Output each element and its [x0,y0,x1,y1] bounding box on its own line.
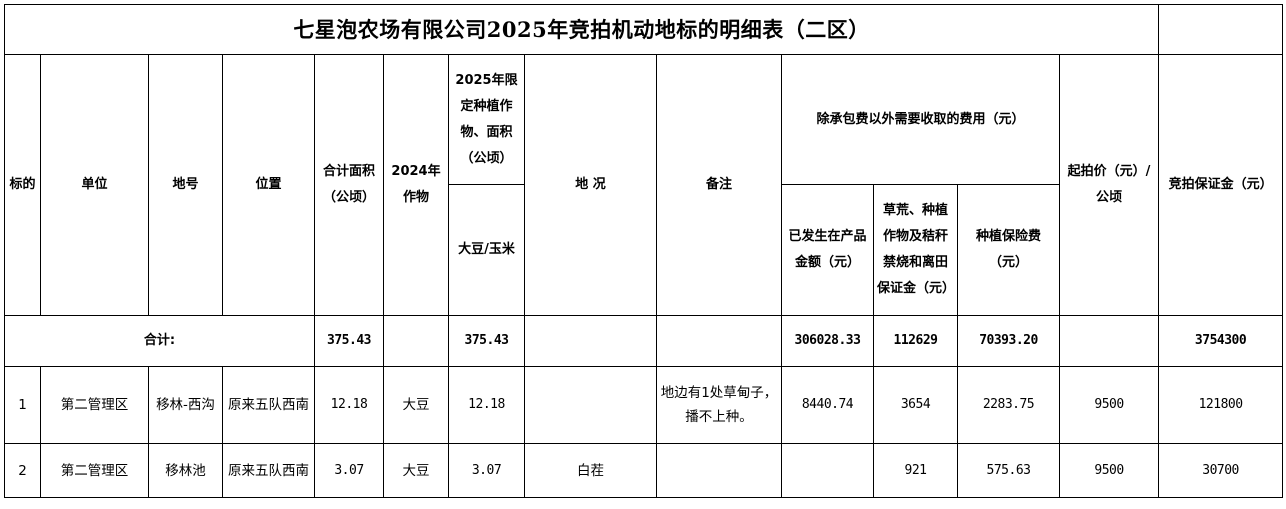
table-title: 七星泡农场有限公司2025年竞拍机动地标的明细表（二区） [3,4,1160,55]
cell-condition: 白茬 [524,443,657,498]
total-remarks [656,315,782,367]
cell-lot: 1 [4,366,41,444]
table-row: 1 第二管理区 移林-西沟 原来五队西南 12.18 大豆 12.18 地边有1… [4,366,1284,444]
table-row: 2 第二管理区 移林池 原来五队西南 3.07 大豆 3.07 白茬 921 5… [4,443,1284,498]
header-total-area: 合计面积（公顷） [314,54,384,316]
cell-fee-deposit: 3654 [873,366,958,444]
header-condition: 地 况 [524,54,657,316]
cell-total-area: 12.18 [314,366,384,444]
header-remarks: 备注 [656,54,782,316]
cell-crop-2024: 大豆 [383,443,449,498]
total-fee-product: 306028.33 [781,315,874,367]
header-fee-insurance: 种植保险费（元） [957,184,1060,316]
cell-lot: 2 [4,443,41,498]
total-bid-deposit: 3754300 [1158,315,1284,367]
empty-cell [1158,4,1284,55]
cell-bid-deposit: 121800 [1158,366,1284,444]
cell-crop-2025: 12.18 [448,366,525,444]
auction-lot-table: 七星泡农场有限公司2025年竞拍机动地标的明细表（二区） 标的 单位 地号 位置… [3,4,1284,498]
header-crop-2024: 2024年作物 [383,54,449,316]
cell-fee-insurance: 2283.75 [957,366,1060,444]
cell-location: 原来五队西南 [222,443,315,498]
cell-crop-2024: 大豆 [383,366,449,444]
cell-total-area: 3.07 [314,443,384,498]
cell-start-price: 9500 [1058,366,1160,444]
cell-fee-insurance: 575.63 [957,443,1060,498]
total-crop-2025: 375.43 [448,315,525,367]
header-unit: 单位 [40,54,149,316]
header-start-price: 起拍价（元）/公顷 [1058,54,1160,316]
cell-plot-no: 移林池 [148,443,223,498]
cell-bid-deposit: 30700 [1158,443,1284,498]
header-lot: 标的 [4,54,41,316]
total-condition [524,315,657,367]
header-crop-2025-sub: 大豆/玉米 [448,184,525,316]
cell-unit: 第二管理区 [40,366,149,444]
total-area: 375.43 [314,315,384,367]
total-fee-deposit: 112629 [873,315,958,367]
cell-fee-deposit: 921 [873,443,958,498]
total-crop-2024 [383,315,449,367]
cell-fee-product [781,443,874,498]
cell-unit: 第二管理区 [40,443,149,498]
header-location: 位置 [222,54,315,316]
cell-location: 原来五队西南 [222,366,315,444]
header-fees-group: 除承包费以外需要收取的费用（元） [781,54,1060,185]
header-fee-deposit: 草荒、种植作物及秸秆禁烧和离田保证金（元） [873,184,958,316]
cell-remarks: 地边有1处草甸子，播不上种。 [656,366,782,444]
cell-crop-2025: 3.07 [448,443,525,498]
total-row: 合计: 375.43 375.43 306028.33 112629 70393… [4,315,1284,367]
cell-start-price: 9500 [1058,443,1160,498]
header-crop-2025: 2025年限定种植作物、面积（公顷） [448,54,525,185]
header-plot-no: 地号 [148,54,223,316]
cell-fee-product: 8440.74 [781,366,874,444]
total-label: 合计: [4,315,315,367]
cell-condition [524,366,657,444]
total-fee-insurance: 70393.20 [957,315,1060,367]
cell-plot-no: 移林-西沟 [148,366,223,444]
cell-remarks [656,443,782,498]
header-bid-deposit: 竞拍保证金（元） [1158,54,1284,316]
header-fee-product: 已发生在产品金额（元） [781,184,874,316]
total-start-price [1058,315,1160,367]
